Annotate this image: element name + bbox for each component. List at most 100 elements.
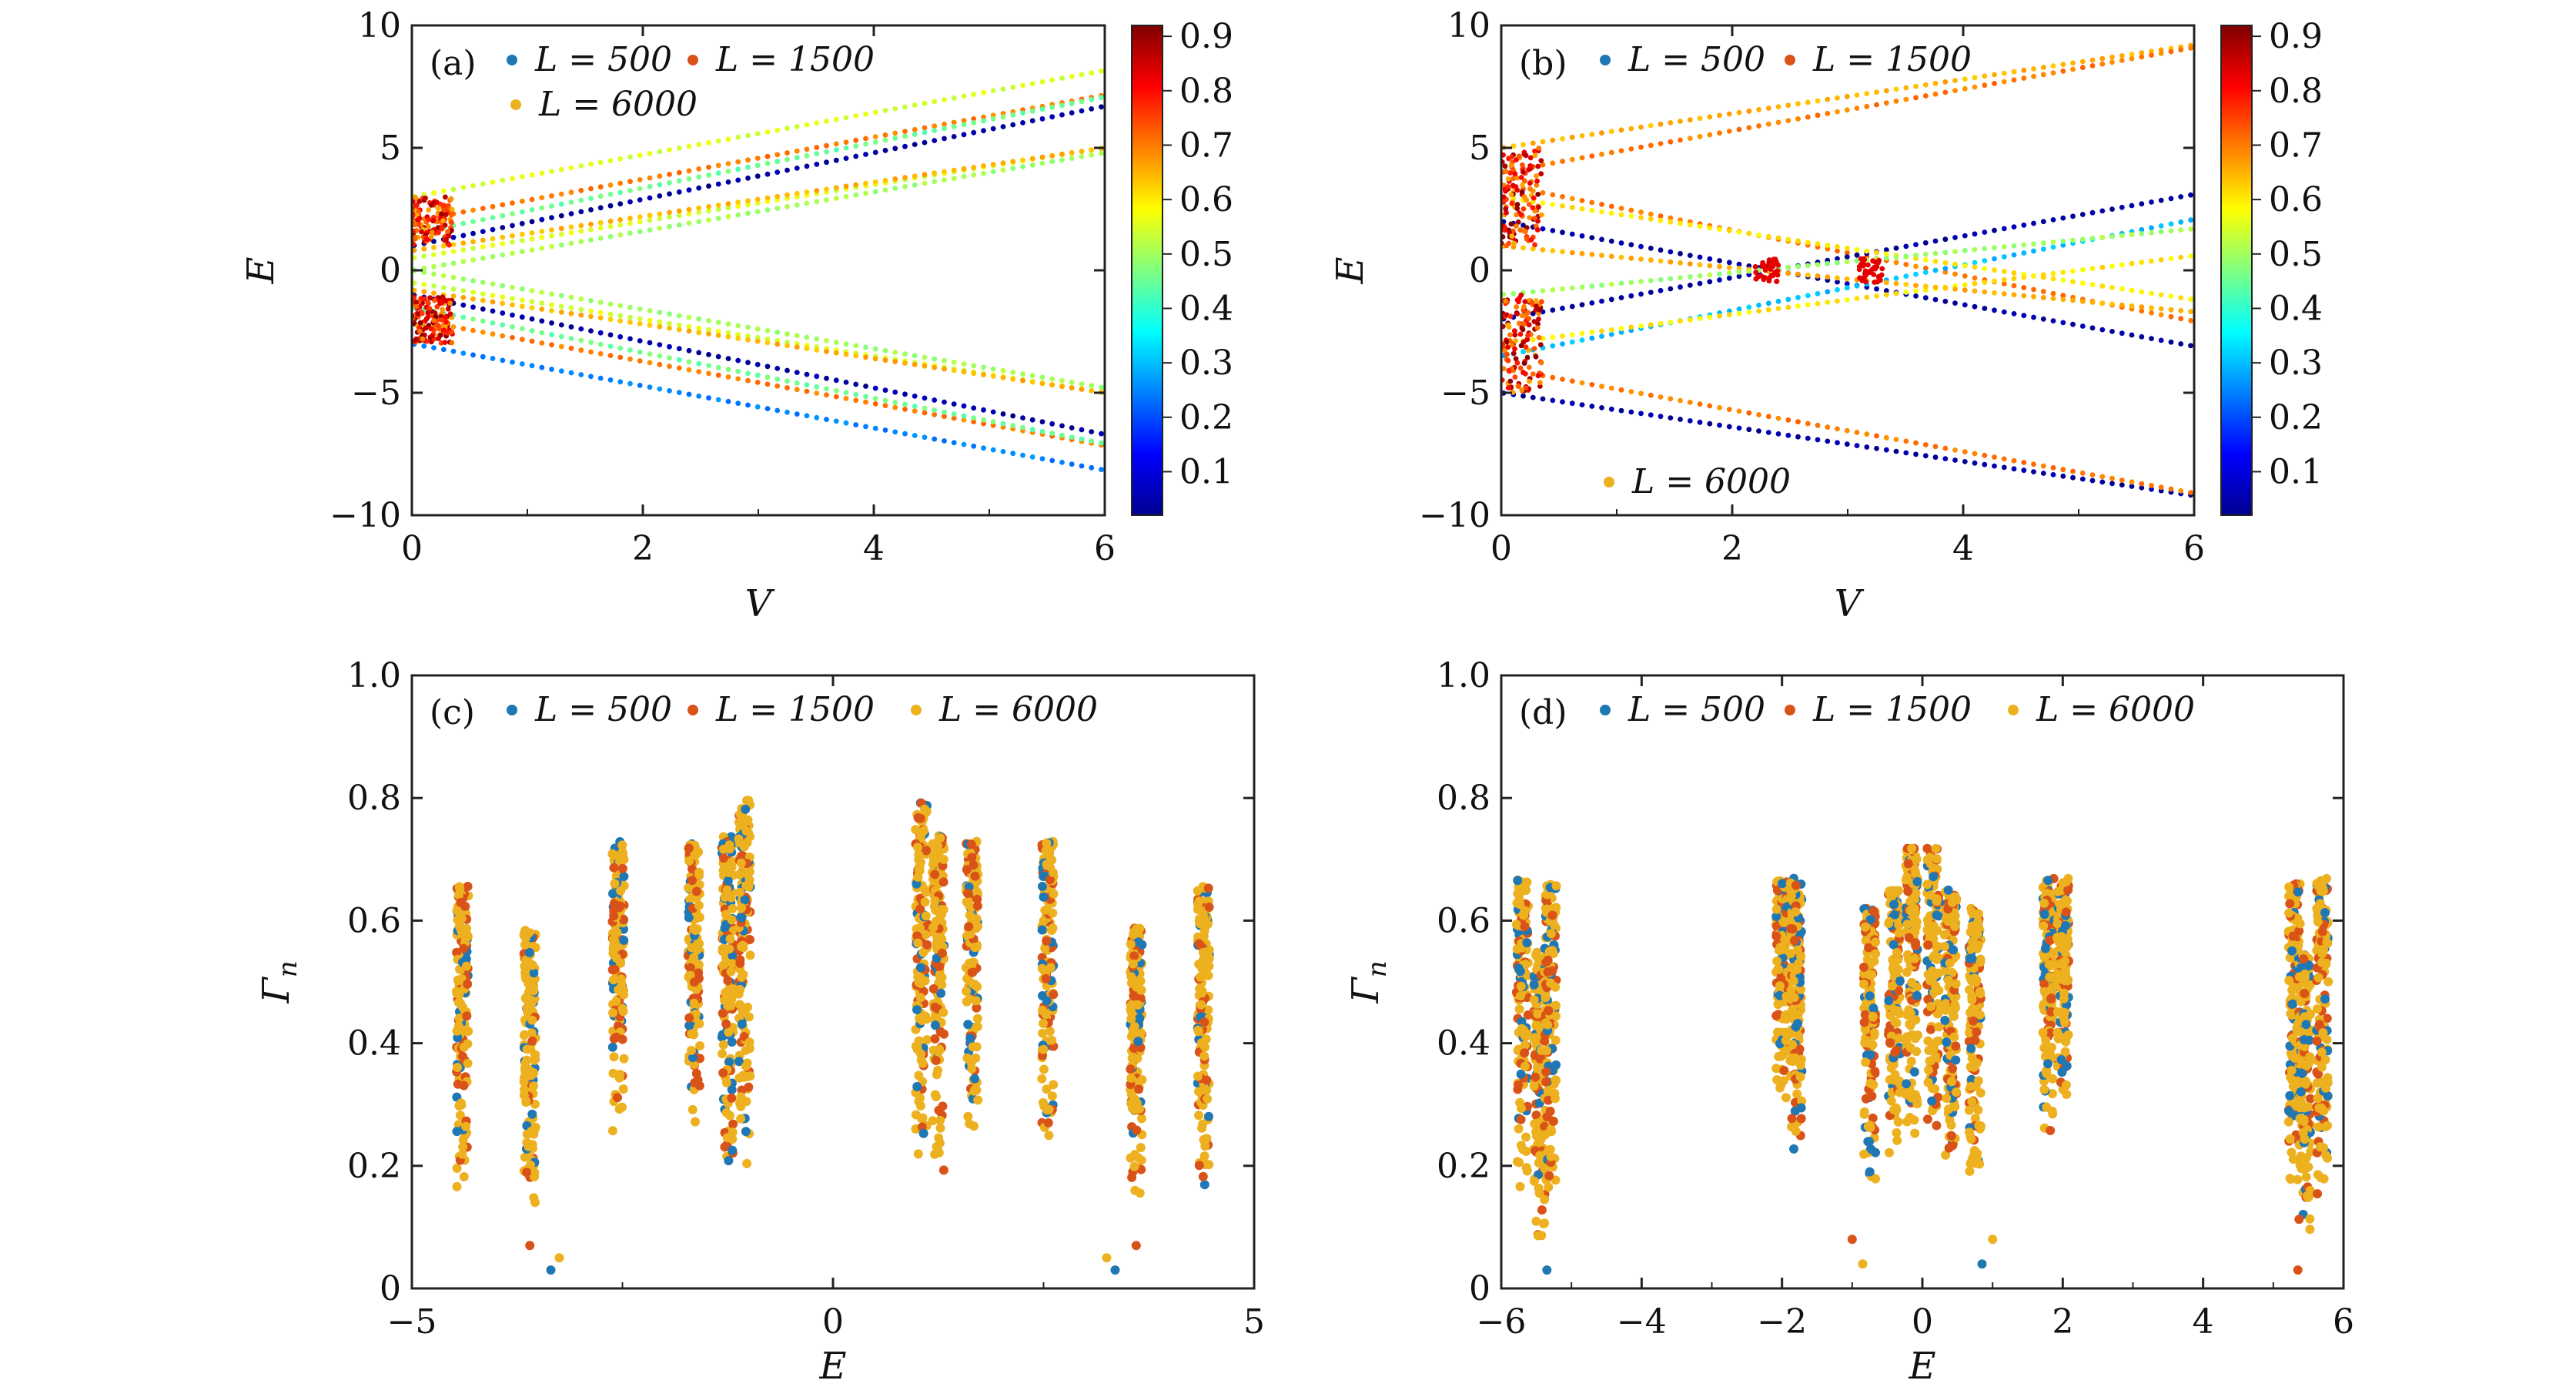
spectrum-point [1658,287,1664,293]
spectrum-point [1069,434,1075,441]
gamma-point [918,1128,928,1138]
spectrum-point [1535,192,1541,197]
gamma-point [735,958,745,968]
spectrum-point [814,390,820,396]
gamma-point [692,945,702,955]
gamma-point [524,1141,534,1151]
gamma-point [745,1071,755,1081]
gamma-point [458,1002,467,1012]
spectrum-point [912,126,918,132]
spectrum-point [2050,465,2056,471]
spectrum-point [2099,474,2106,480]
spectrum-point [2021,250,2027,256]
spectrum-point [2139,304,2145,310]
spectrum-point [1069,461,1075,467]
spectrum-point [500,300,506,307]
legend-marker [1604,477,1614,487]
spectrum-point [804,382,810,388]
spectrum-point [480,256,486,261]
spectrum-point [470,219,476,224]
spectrum-point [2188,296,2193,302]
spectrum-point [449,206,455,213]
spectrum-point [1599,151,1604,157]
gamma-point [452,1127,462,1137]
spectrum-point [1922,240,1929,246]
spectrum-point [1903,273,1909,279]
spectrum-point [1618,326,1624,331]
spectrum-point [1517,331,1524,337]
spectrum-point [715,181,721,187]
spectrum-point [657,182,663,188]
legend-marker [687,55,698,65]
spectrum-point [1992,278,1997,284]
spectrum-point [922,139,928,146]
spectrum-point [627,188,633,193]
spectrum-point [1864,103,1870,109]
panel-b-colorbar-ticks: 0.10.20.30.40.50.60.70.80.9 [2252,17,2323,491]
spectrum-point [558,191,564,197]
spectrum-point [1697,280,1703,286]
gamma-point [1133,1000,1143,1010]
gamma-point [1130,1094,1140,1104]
spectrum-point [549,342,554,348]
spectrum-point [1864,431,1870,437]
spectrum-point [686,367,692,373]
spectrum-point [417,320,423,326]
spectrum-point [617,333,624,340]
spectrum-point [1510,176,1517,182]
spectrum-point [1962,273,1968,279]
spectrum-point [833,141,839,147]
gamma-point [1041,973,1051,983]
spectrum-point [1517,365,1524,371]
spectrum-point [804,413,810,419]
spectrum-point [2050,296,2056,301]
spectrum-point [1079,99,1085,105]
spectrum-point [774,376,781,382]
legend-marker [510,99,521,110]
spectrum-point [872,385,878,391]
spectrum-point [843,420,849,426]
gamma-point [554,1253,564,1263]
spectrum-point [804,146,810,152]
spectrum-point [863,152,868,157]
spectrum-point [794,190,800,196]
spectrum-point [1522,178,1527,184]
gamma-point [610,964,620,974]
spectrum-point [1518,212,1524,218]
spectrum-point [1628,255,1634,261]
spectrum-point [1687,274,1693,280]
spectrum-point [1628,213,1634,219]
gamma-point [728,984,738,994]
gamma-point [1520,1040,1530,1050]
spectrum-point [539,364,545,370]
spectrum-point [2040,295,2046,300]
spectrum-point [2060,467,2066,473]
spectrum-point [1875,279,1881,285]
gamma-point [744,1012,754,1022]
spectrum-point [1599,298,1604,304]
gamma-point [457,1149,467,1159]
spectrum-point [1854,283,1860,289]
gamma-point [745,950,755,960]
spectrum-point [428,326,434,332]
spectrum-point [1864,248,1870,254]
spectrum-point [2001,269,2007,274]
spectrum-point [1785,102,1791,109]
gamma-point [972,887,982,897]
spectrum-point [824,149,829,155]
gamma-point [736,1114,746,1124]
spectrum-point [2139,54,2145,60]
spectrum-point [1942,236,1949,243]
spectrum-point [647,195,653,201]
spectrum-point [971,120,977,126]
spectrum-point [1521,206,1527,212]
gamma-point [1547,946,1557,956]
gamma-point [740,895,750,905]
spectrum-point [1658,258,1664,264]
legend-marker [911,705,922,715]
spectrum-point [2149,310,2154,316]
gamma-point [1136,1155,1146,1165]
spectrum-point [1569,400,1575,407]
spectrum-point [1883,434,1889,441]
